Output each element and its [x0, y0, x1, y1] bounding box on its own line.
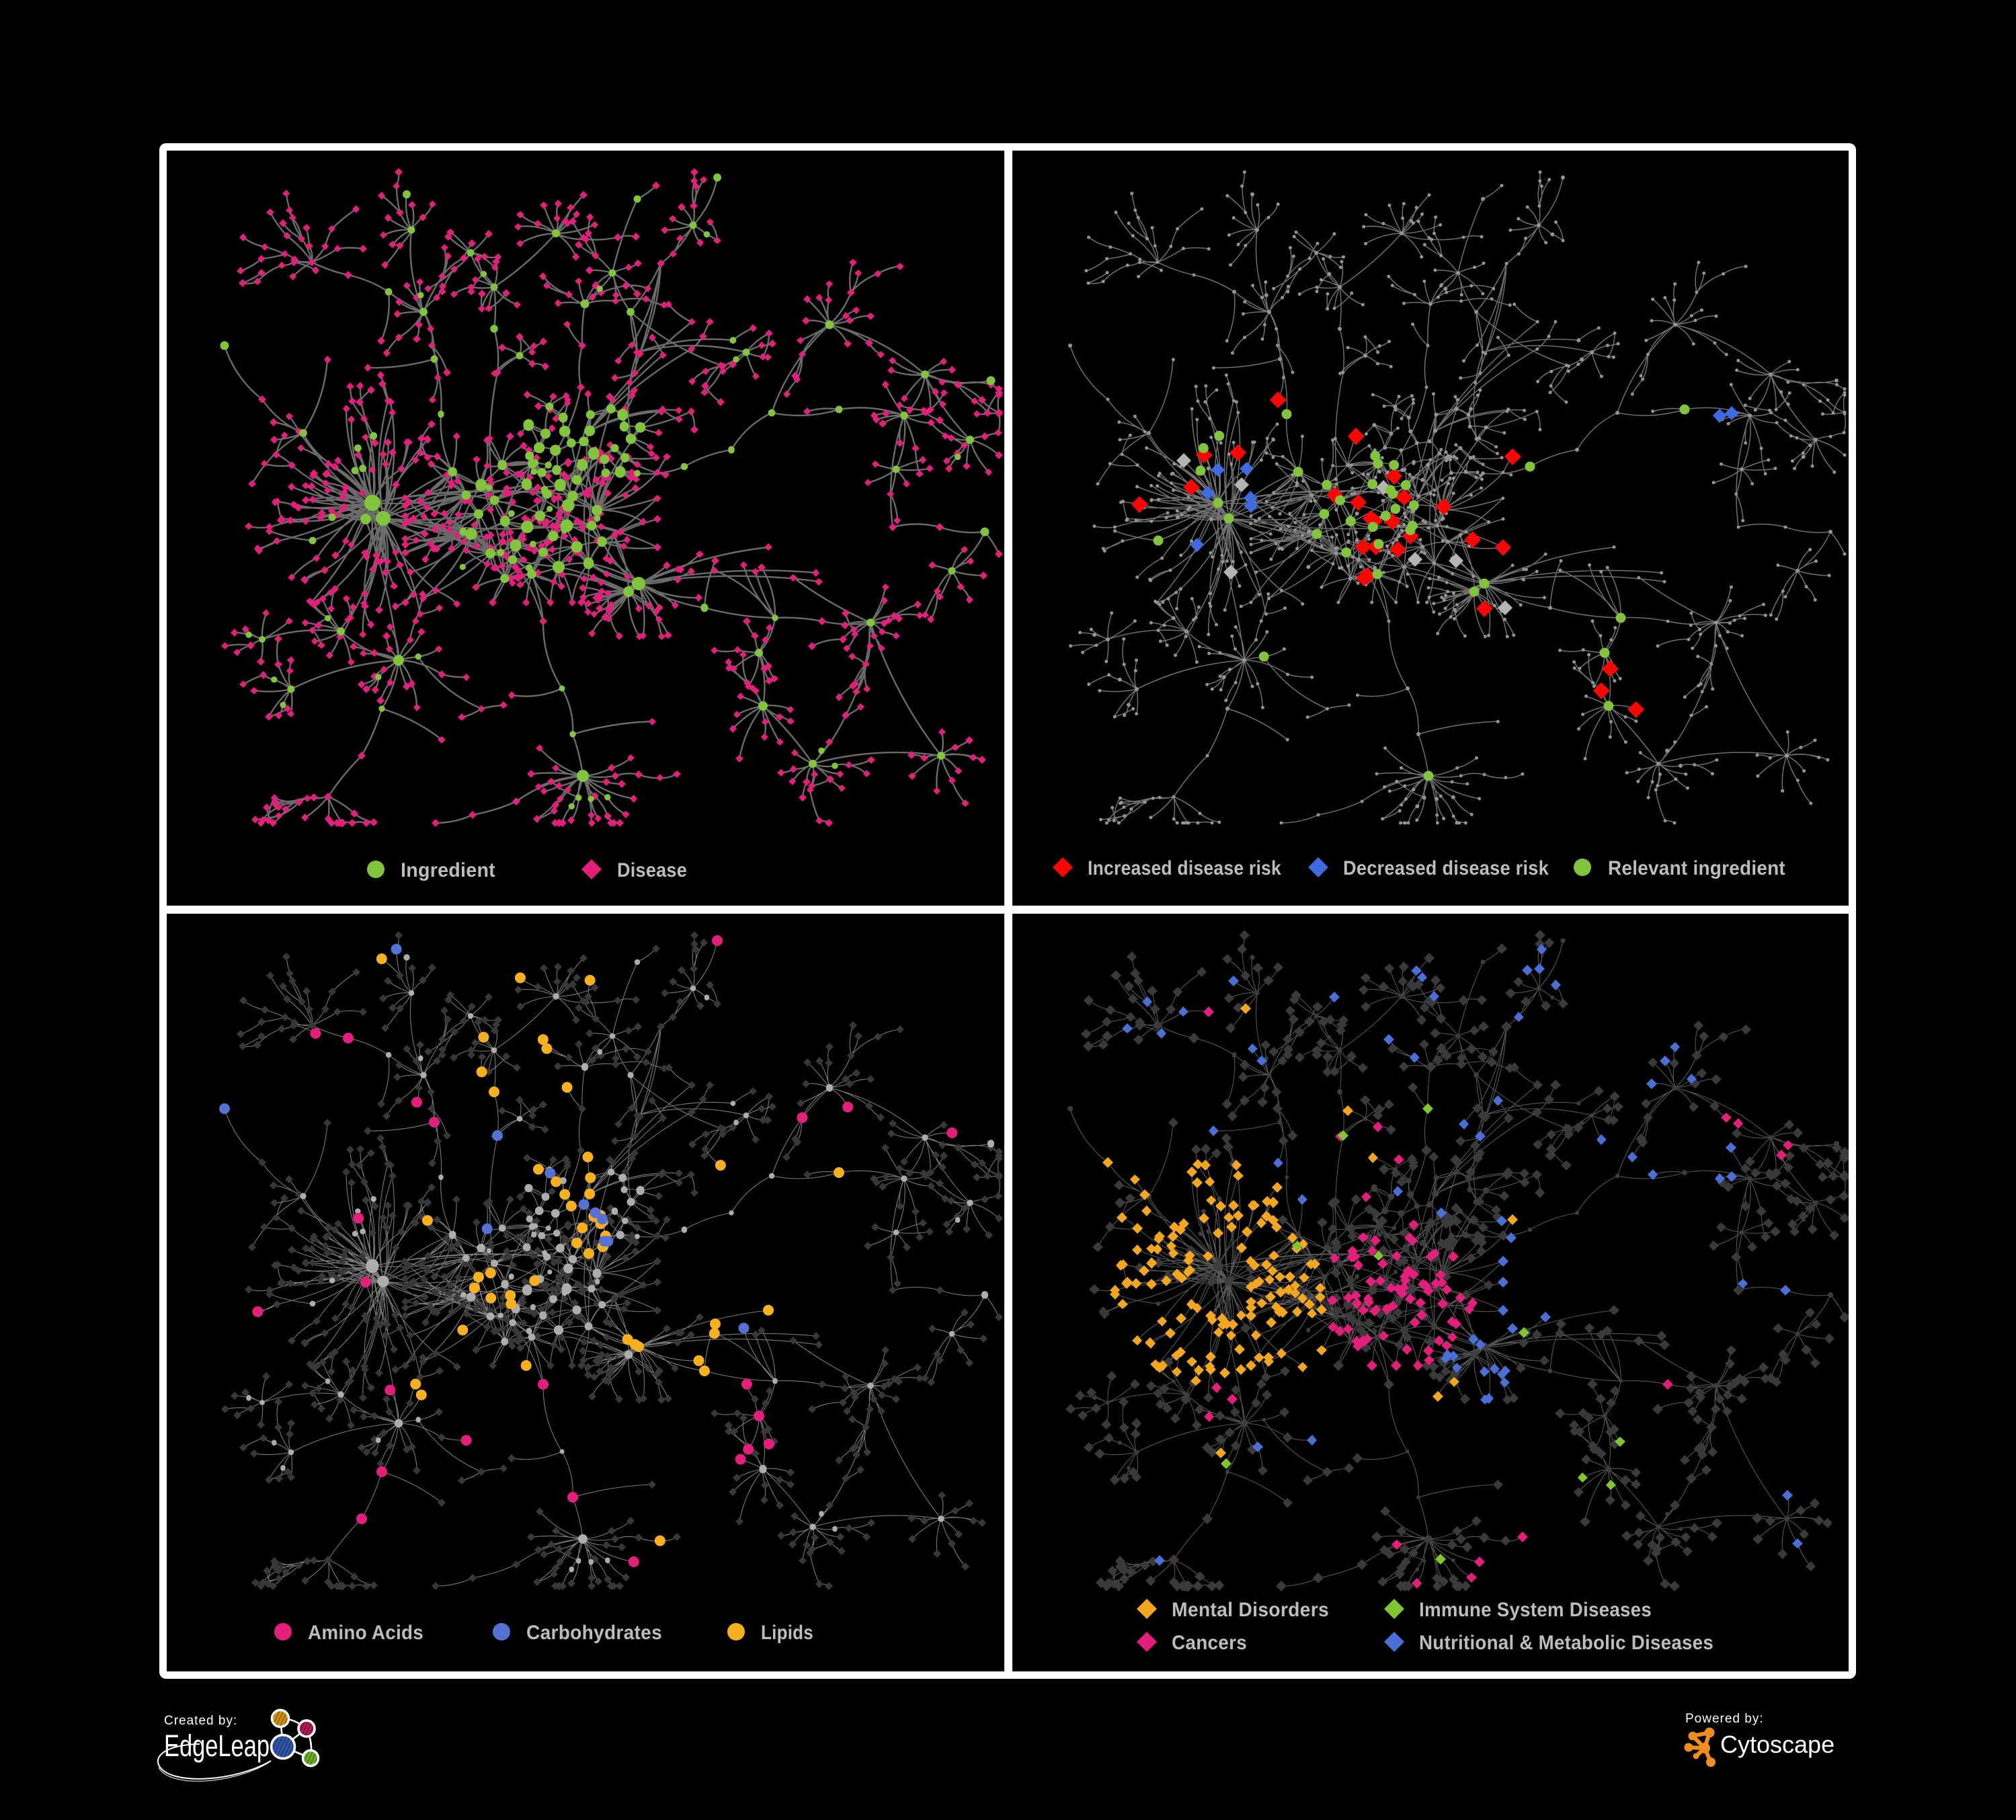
svg-text:Relevant ingredient: Relevant ingredient — [1608, 857, 1785, 879]
svg-text:Created by:: Created by: — [164, 1714, 237, 1728]
svg-text:Carbohydrates: Carbohydrates — [526, 1622, 662, 1644]
svg-text:EdgeLeap: EdgeLeap — [164, 1729, 270, 1763]
svg-text:Ingredient: Ingredient — [401, 859, 495, 881]
svg-text:Decreased disease risk: Decreased disease risk — [1343, 857, 1549, 879]
svg-text:Powered by:: Powered by: — [1685, 1712, 1764, 1726]
svg-text:Disease: Disease — [617, 859, 687, 881]
svg-text:Cancers: Cancers — [1172, 1632, 1247, 1654]
svg-text:Mental Disorders: Mental Disorders — [1172, 1599, 1329, 1621]
svg-text:Amino Acids: Amino Acids — [308, 1622, 424, 1644]
svg-text:Cytoscape: Cytoscape — [1720, 1731, 1834, 1758]
svg-text:Lipids: Lipids — [761, 1622, 813, 1644]
svg-text:Nutritional & Metabolic Diseas: Nutritional & Metabolic Diseases — [1419, 1632, 1713, 1654]
svg-text:Immune System Diseases: Immune System Diseases — [1419, 1599, 1652, 1621]
svg-text:Increased disease risk: Increased disease risk — [1088, 857, 1281, 879]
